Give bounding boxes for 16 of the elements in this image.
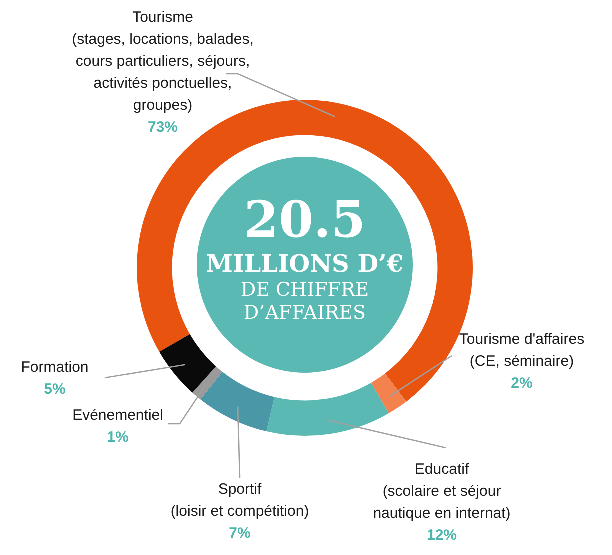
slice-label: Educatif (scolaire et séjour nautique en internat) — [373, 461, 511, 522]
data-label: 2% — [511, 375, 533, 392]
slice-label: Formation — [21, 359, 89, 376]
slice-label: Sportif (loisir et compétition) — [170, 481, 310, 520]
text: 20.5 — [243, 190, 367, 250]
data-label: 7% — [229, 525, 251, 542]
text: D’AFFAIRES — [242, 302, 368, 324]
slice-label: Tourisme d'affaires (CE, séminaire) — [459, 331, 585, 370]
data-label: 12% — [426, 527, 458, 544]
slice-label: Evénementiel — [72, 407, 164, 424]
data-label: 1% — [107, 429, 129, 446]
data-label: 73% — [148, 119, 178, 136]
text: MILLIONS D’€ — [205, 249, 405, 279]
slice-label: Tourisme (stages, locations, balades, cours particuliers, séjours, activités ponctuelles, groupes) — [72, 9, 254, 114]
data-label: 5% — [44, 381, 66, 398]
text: DE CHIFFRE — [240, 278, 370, 302]
